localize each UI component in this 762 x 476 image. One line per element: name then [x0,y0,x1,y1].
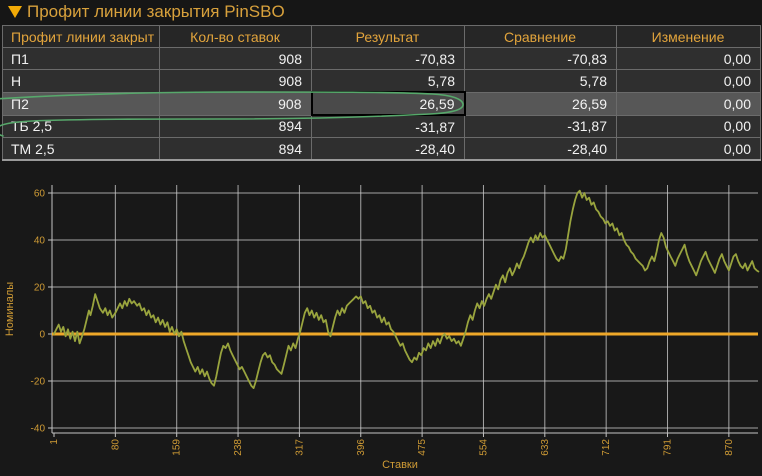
table-row[interactable]: ТМ 2,5 894 -28,40 -28,40 0,00 [2,137,761,161]
value-cell[interactable]: 894 [159,137,312,161]
x-tick-label: 238 [233,439,244,456]
y-tick-label: 40 [34,236,46,247]
value-cell[interactable]: 5,78 [311,69,465,93]
profit-chart: 1 80 159 238 317 396 475 554 633 712 791 870 -40 -20 0… [4,185,760,471]
column-header[interactable]: Результат [311,25,465,48]
value-cell[interactable]: -70,83 [311,47,465,70]
value-cell[interactable]: 0,00 [616,137,761,161]
y-tick-label: -20 [31,377,46,388]
x-tick-label: 475 [417,439,428,456]
row-label-cell[interactable]: Н [2,69,160,93]
value-cell[interactable]: 26,59 [310,91,466,116]
x-tick-label: 791 [663,439,674,456]
stats-table-wrap: Профит линии закрыт Кол-во ставок Результа… [2,25,761,161]
x-tick-label: 317 [294,439,305,456]
x-tick-label: 1 [49,439,60,445]
column-header[interactable]: Профит линии закрыт [2,25,160,48]
column-header[interactable]: Сравнение [464,25,617,48]
x-tick-label: 554 [478,439,489,456]
row-label-cell[interactable]: П1 [2,47,160,70]
x-tick-label: 870 [724,439,735,456]
value-cell[interactable]: -28,40 [311,137,465,161]
value-cell[interactable]: 0,00 [616,91,761,116]
column-header[interactable]: Изменение [616,25,761,48]
value-cell[interactable]: 0,00 [616,114,761,138]
value-cell[interactable]: -31,87 [311,114,465,138]
stats-table: Профит линии закрыт Кол-во ставок Результа… [2,25,761,161]
page-title: Профит линии закрытия PinSBO [27,2,285,21]
collapse-triangle-icon[interactable] [8,6,22,18]
value-cell[interactable]: -28,40 [464,137,617,161]
x-tick-label: 712 [601,439,612,456]
value-cell[interactable]: 5,78 [464,69,617,93]
value-cell[interactable]: 26,59 [464,91,617,116]
y-tick-label: 20 [34,283,46,294]
y-axis-title: Номиналы [4,282,16,336]
value-cell[interactable]: 908 [159,69,312,93]
value-cell[interactable]: 908 [159,47,312,70]
table-row[interactable]: Н 908 5,78 5,78 0,00 [2,69,761,93]
table-row[interactable]: П1 908 -70,83 -70,83 0,00 [2,47,761,70]
x-tick-label: 159 [172,439,183,456]
table-header-row: Профит линии закрыт Кол-во ставок Результа… [2,25,761,48]
table-row[interactable]: ТБ 2,5 894 -31,87 -31,87 0,00 [2,114,761,138]
column-header[interactable]: Кол-во ставок [159,25,312,48]
value-cell[interactable]: -70,83 [464,47,617,70]
x-tick-label: 396 [356,439,367,456]
x-axis-title: Ставки [382,459,418,471]
value-cell[interactable]: 908 [159,91,312,116]
y-tick-label: -40 [31,424,46,435]
x-tick-label: 80 [110,439,121,451]
table-row[interactable]: П2 908 26,59 26,59 0,00 [2,91,761,116]
x-tick-label: 633 [540,439,551,456]
value-cell[interactable]: -31,87 [464,114,617,138]
y-tick-label: 60 [34,189,46,200]
title-bar: Профит линии закрытия PinSBO [0,0,762,25]
y-tick-label: 0 [39,330,45,341]
value-cell[interactable]: 0,00 [616,47,761,70]
row-label-cell[interactable]: ТБ 2,5 [2,114,160,138]
value-cell[interactable]: 894 [159,114,312,138]
row-label-cell[interactable]: П2 [2,91,160,116]
value-cell[interactable]: 0,00 [616,69,761,93]
row-label-cell[interactable]: ТМ 2,5 [2,137,160,161]
profit-series-line [53,189,760,390]
